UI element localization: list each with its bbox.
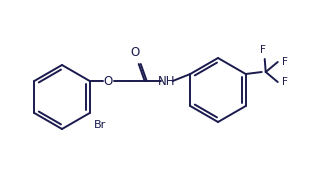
Text: NH: NH: [158, 74, 175, 88]
Text: F: F: [282, 77, 288, 87]
Text: O: O: [103, 74, 112, 88]
Text: Br: Br: [94, 120, 106, 130]
Text: O: O: [130, 46, 139, 59]
Text: F: F: [282, 57, 288, 67]
Text: F: F: [260, 45, 266, 55]
